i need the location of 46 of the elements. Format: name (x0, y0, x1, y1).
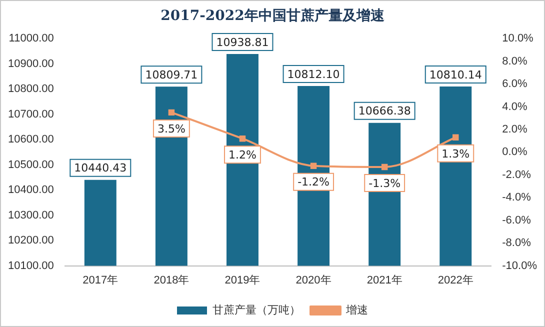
data-label: -1.3% (368, 176, 401, 190)
data-label: 10666.38 (358, 104, 411, 118)
y2-tick-label: 4.0% (502, 100, 528, 113)
y-tick-label: 10800.00 (8, 83, 54, 96)
y2-tick-label: 8.0% (502, 55, 528, 68)
y2-tick-label: 6.0% (502, 78, 528, 90)
point (239, 135, 246, 142)
y2-tick-label: 10.0% (502, 32, 534, 45)
y-tick-label: 10600.00 (8, 134, 54, 146)
y2-tick-label: -2.0% (502, 168, 532, 181)
y2-tick-label: -6.0% (502, 214, 532, 226)
data-label: 1.3% (442, 147, 470, 160)
point (381, 164, 388, 170)
point (168, 109, 175, 116)
y-tick-label: 10700.00 (8, 108, 54, 120)
data-label: 10812.10 (287, 68, 340, 81)
y2-tick-label: 2.0% (502, 124, 528, 136)
y-tick-label: 10300.00 (8, 209, 54, 222)
y2-tick-label: -10.0% (502, 260, 538, 272)
y2-tick-label: -8.0% (502, 237, 532, 250)
y-tick-label: 11000.00 (8, 32, 54, 45)
x-tick-label: 2021年 (366, 274, 402, 286)
y2-tick-label: -4.0% (502, 192, 532, 204)
y-tick-label: 10200.00 (8, 234, 54, 247)
x-tick-label: 2020年 (296, 274, 332, 286)
legend-label: 甘蔗产量（万吨） (212, 304, 300, 317)
chart-title: 2017-2022年中国甘蔗产量及增速 (160, 7, 386, 26)
y2-tick-label: 0.0% (502, 146, 528, 158)
y-tick-label: 10400.00 (8, 184, 54, 196)
y-tick-label: 10900.00 (8, 58, 54, 70)
data-label: 10810.14 (429, 68, 482, 82)
x-tick-label: 2017年 (82, 274, 118, 286)
x-tick-label: 2022年 (438, 274, 474, 286)
legend-label: 增速 (345, 304, 368, 317)
data-label: 10938.81 (216, 36, 269, 49)
data-label: 10809.71 (145, 68, 198, 82)
data-label: 1.2% (228, 148, 256, 162)
data-label: 3.5% (157, 122, 186, 136)
x-tick-label: 2018年 (154, 274, 190, 286)
y-tick-label: 10100.00 (8, 260, 54, 272)
data-label: 10440.43 (74, 162, 127, 175)
point (452, 134, 459, 141)
x-tick-label: 2019年 (224, 274, 260, 286)
point (310, 162, 317, 169)
y-tick-label: 10500.00 (8, 158, 54, 171)
data-label: -1.2% (298, 176, 330, 189)
